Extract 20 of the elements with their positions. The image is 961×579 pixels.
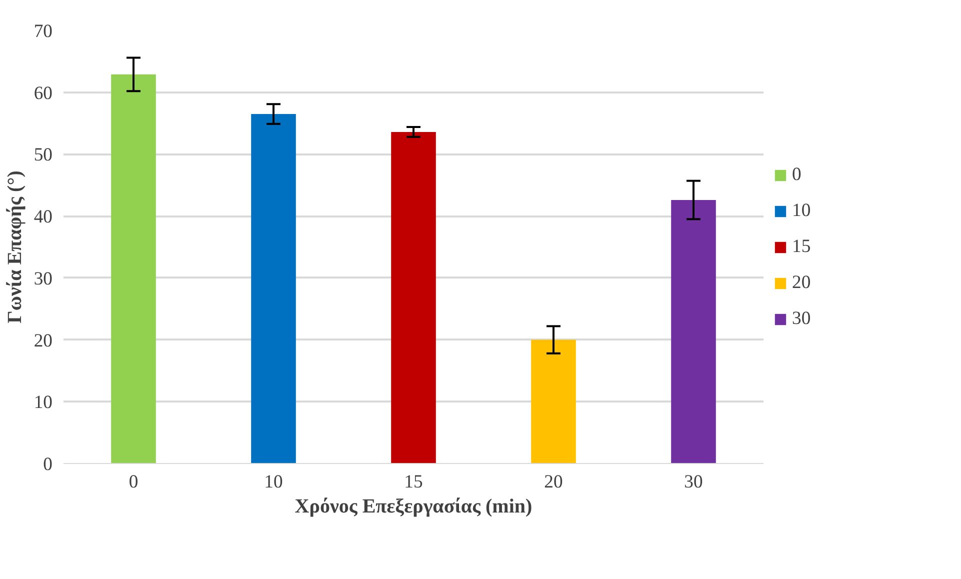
x-tick-label: 10 [264,472,283,492]
x-tick-label: 20 [544,472,563,492]
y-axis-title: Γωνία Επαφής (°) [4,170,26,324]
y-tick-label: 40 [34,206,52,228]
x-tick-label: 30 [684,472,703,492]
y-tick-label: 10 [34,392,52,414]
y-tick-label: 60 [34,82,52,104]
legend-label: 0 [792,164,802,186]
y-tick-label: 50 [34,144,52,166]
y-tick-label: 70 [34,21,52,42]
x-tick-label: 15 [404,472,423,492]
x-axis-title: Χρόνος Επεξεργασίας (min) [294,496,532,518]
y-tick-label: 0 [43,454,52,475]
legend-label: 15 [792,236,812,258]
y-tick-label: 30 [34,268,52,290]
legend-label: 10 [792,200,812,222]
legend-label: 30 [792,308,812,330]
x-tick-label: 0 [128,472,138,492]
legend-label: 20 [792,272,812,294]
y-tick-label: 20 [34,330,52,352]
